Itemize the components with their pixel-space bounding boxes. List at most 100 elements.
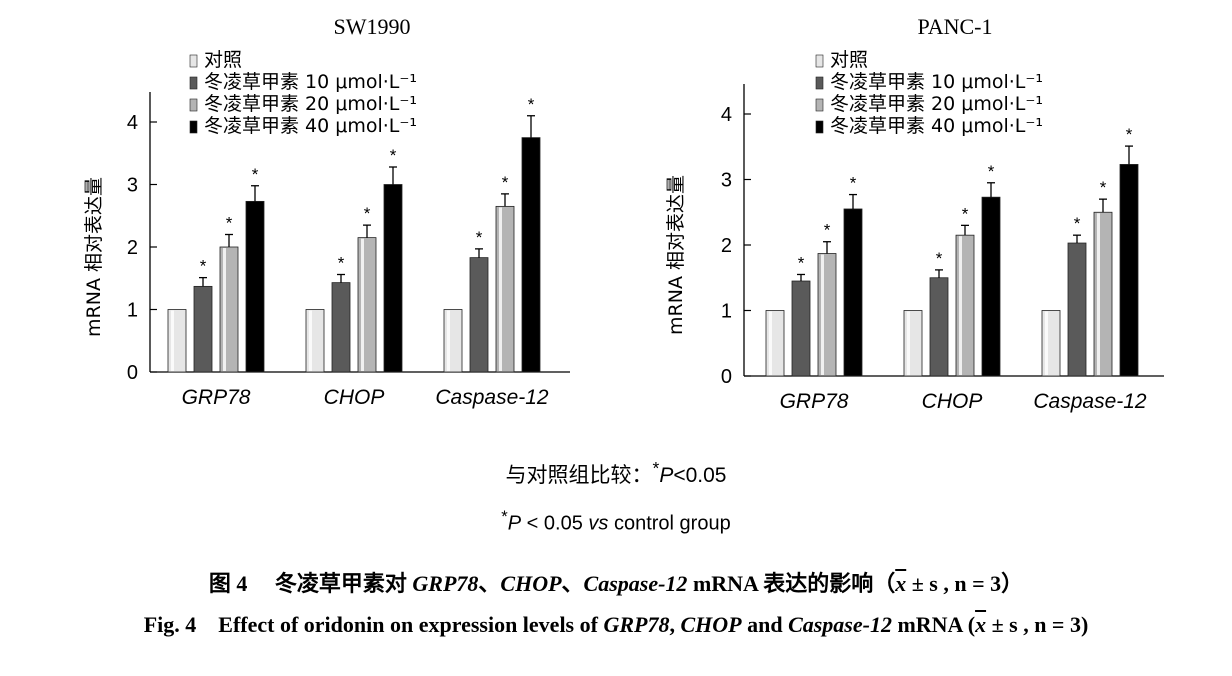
x-tick-label-GRP78: GRP78 xyxy=(780,390,849,413)
chart-sw1990-svg: SW1990 0 1 2 3 4 mRNA 相对表达量 * * * GRP78 * * * CHOP * * * C… xyxy=(83,14,570,409)
y-tick-label-0: 0 xyxy=(721,366,732,388)
caption-en-label: Fig. 4 xyxy=(143,612,197,637)
bar-GRP78-series2 xyxy=(817,253,837,377)
bar-GRP78-series1 xyxy=(193,285,213,373)
caption-cn-stat-rest: ± s , n = 3） xyxy=(906,571,1024,596)
legend-label-series2: 冬凌草甲素 20 μmol·L⁻¹ xyxy=(204,93,417,115)
legend-swatch-series1 xyxy=(189,76,198,90)
sig-marker-GRP78-series3: * xyxy=(252,165,259,184)
caption-cn-sep2: 、 xyxy=(561,571,584,596)
bar-highlight-Caspase-12-series2 xyxy=(499,207,502,371)
chart-title: PANC-1 xyxy=(918,14,993,39)
bar-GRP78-series2 xyxy=(219,246,239,373)
sig-marker-Caspase-12-series1: * xyxy=(1074,214,1081,233)
legend-swatch-series3 xyxy=(189,120,198,134)
bar-highlight-CHOP-series2 xyxy=(959,236,962,375)
note-en-marker: * xyxy=(501,507,508,526)
legend-label-series1: 冬凌草甲素 10 μmol·L⁻¹ xyxy=(830,71,1043,93)
bar-Caspase-12-series0 xyxy=(443,309,463,373)
y-axis-label: mRNA 相对表达量 xyxy=(665,175,687,335)
bar-CHOP-series3 xyxy=(383,184,403,373)
y-tick-label-1: 1 xyxy=(127,300,138,322)
caption-cn-label: 图 4 xyxy=(208,571,248,596)
caption-cn-text2: mRNA 表达的影响（ xyxy=(687,571,896,596)
x-tick-label-CHOP: CHOP xyxy=(324,386,385,409)
figure-caption-en: Fig. 4 Effect of oridonin on expression … xyxy=(0,612,1232,638)
bar-CHOP-series0 xyxy=(305,309,325,373)
bar-GRP78-series0 xyxy=(765,310,785,377)
note-en-p: P xyxy=(507,512,522,535)
note-en-mid: < 0.05 xyxy=(521,512,589,535)
y-tick-label-3: 3 xyxy=(127,175,138,197)
bar-Caspase-12-series0 xyxy=(1041,310,1061,377)
bar-CHOP-series0 xyxy=(903,310,923,377)
caption-en-stat-x: x xyxy=(975,612,987,637)
sig-marker-GRP78-series3: * xyxy=(850,174,857,193)
legend-swatch-series3 xyxy=(815,120,824,134)
sig-marker-Caspase-12-series2: * xyxy=(1100,178,1107,197)
caption-en-sep1: , xyxy=(669,612,681,637)
significance-note-en: *P < 0.05 vs control group xyxy=(0,507,1232,536)
caption-en-gene2: CHOP xyxy=(680,612,742,637)
bar-CHOP-series1 xyxy=(331,282,351,373)
sig-marker-CHOP-series3: * xyxy=(390,146,397,165)
bar-GRP78-series0 xyxy=(167,309,187,373)
chart-title: SW1990 xyxy=(334,14,411,39)
legend-label-series0: 对照 xyxy=(830,49,868,71)
bar-highlight-GRP78-series0 xyxy=(171,310,174,371)
sig-marker-CHOP-series2: * xyxy=(962,204,969,223)
figure-caption-cn: 图 4 冬凌草甲素对 GRP78、CHOP、Caspase-12 mRNA 表达… xyxy=(0,566,1232,598)
legend-label-series3: 冬凌草甲素 40 μmol·L⁻¹ xyxy=(830,115,1043,137)
note-cn-suffix: <0.05 xyxy=(673,464,727,487)
sig-marker-CHOP-series2: * xyxy=(364,204,371,223)
y-tick-label-2: 2 xyxy=(127,237,138,259)
sig-marker-GRP78-series2: * xyxy=(226,214,233,233)
sig-marker-GRP78-series2: * xyxy=(824,221,831,240)
caption-cn-sep1: 、 xyxy=(478,571,501,596)
note-en-suffix: control group xyxy=(608,512,731,535)
y-tick-label-2: 2 xyxy=(721,235,732,257)
caption-en-gene3: Caspase-12 xyxy=(788,612,892,637)
bar-highlight-CHOP-series0 xyxy=(907,311,910,375)
y-tick-label-4: 4 xyxy=(127,112,138,134)
sig-marker-CHOP-series1: * xyxy=(338,254,345,273)
bar-highlight-CHOP-series2 xyxy=(361,238,364,371)
sig-marker-GRP78-series1: * xyxy=(200,257,207,276)
legend-label-series1: 冬凌草甲素 10 μmol·L⁻¹ xyxy=(204,71,417,93)
legend-swatch-series0 xyxy=(189,54,198,68)
sig-marker-Caspase-12-series2: * xyxy=(502,173,509,192)
bar-Caspase-12-series3 xyxy=(521,137,541,373)
caption-cn-gene1: GRP78 xyxy=(412,571,479,596)
bar-Caspase-12-series2 xyxy=(495,205,515,373)
chart-sw1990: SW1990 0 1 2 3 4 mRNA 相对表达量 * * * GRP78 * * * CHOP * * * C… xyxy=(60,0,600,430)
bar-highlight-GRP78-series2 xyxy=(821,254,824,375)
bar-highlight-Caspase-12-series2 xyxy=(1097,213,1100,375)
legend-label-series0: 对照 xyxy=(204,49,242,71)
bar-highlight-CHOP-series0 xyxy=(309,310,312,371)
legend-label-series3: 冬凌草甲素 40 μmol·L⁻¹ xyxy=(204,115,417,137)
caption-en-text1: Effect of oridonin on expression levels … xyxy=(218,612,604,637)
legend-swatch-series0 xyxy=(815,54,824,68)
x-tick-label-Caspase-12: Caspase-12 xyxy=(435,386,549,409)
x-tick-label-GRP78: GRP78 xyxy=(182,386,251,409)
y-tick-label-3: 3 xyxy=(721,170,732,192)
caption-en-gene1: GRP78 xyxy=(603,612,670,637)
legend-swatch-series1 xyxy=(815,76,824,90)
bar-highlight-Caspase-12-series0 xyxy=(447,310,450,371)
sig-marker-GRP78-series1: * xyxy=(798,253,805,272)
bar-GRP78-series3 xyxy=(843,208,863,377)
caption-en-stat-rest: ± s , n = 3) xyxy=(986,612,1089,637)
note-cn-prefix: 与对照组比较： xyxy=(505,464,653,487)
sig-marker-Caspase-12-series3: * xyxy=(528,95,535,114)
caption-cn-gene3: Caspase-12 xyxy=(583,571,688,596)
caption-cn-text1: 冬凌草甲素对 xyxy=(274,571,413,596)
caption-en-text3: mRNA ( xyxy=(891,612,976,637)
sig-marker-Caspase-12-series3: * xyxy=(1126,125,1133,144)
bar-CHOP-series2 xyxy=(357,237,377,373)
bar-CHOP-series3 xyxy=(981,196,1001,377)
bar-highlight-GRP78-series2 xyxy=(223,248,226,371)
bar-highlight-GRP78-series0 xyxy=(769,311,772,375)
legend-swatch-series2 xyxy=(815,98,824,112)
significance-note-cn: 与对照组比较：*P<0.05 xyxy=(0,458,1232,489)
bar-GRP78-series1 xyxy=(791,280,811,377)
